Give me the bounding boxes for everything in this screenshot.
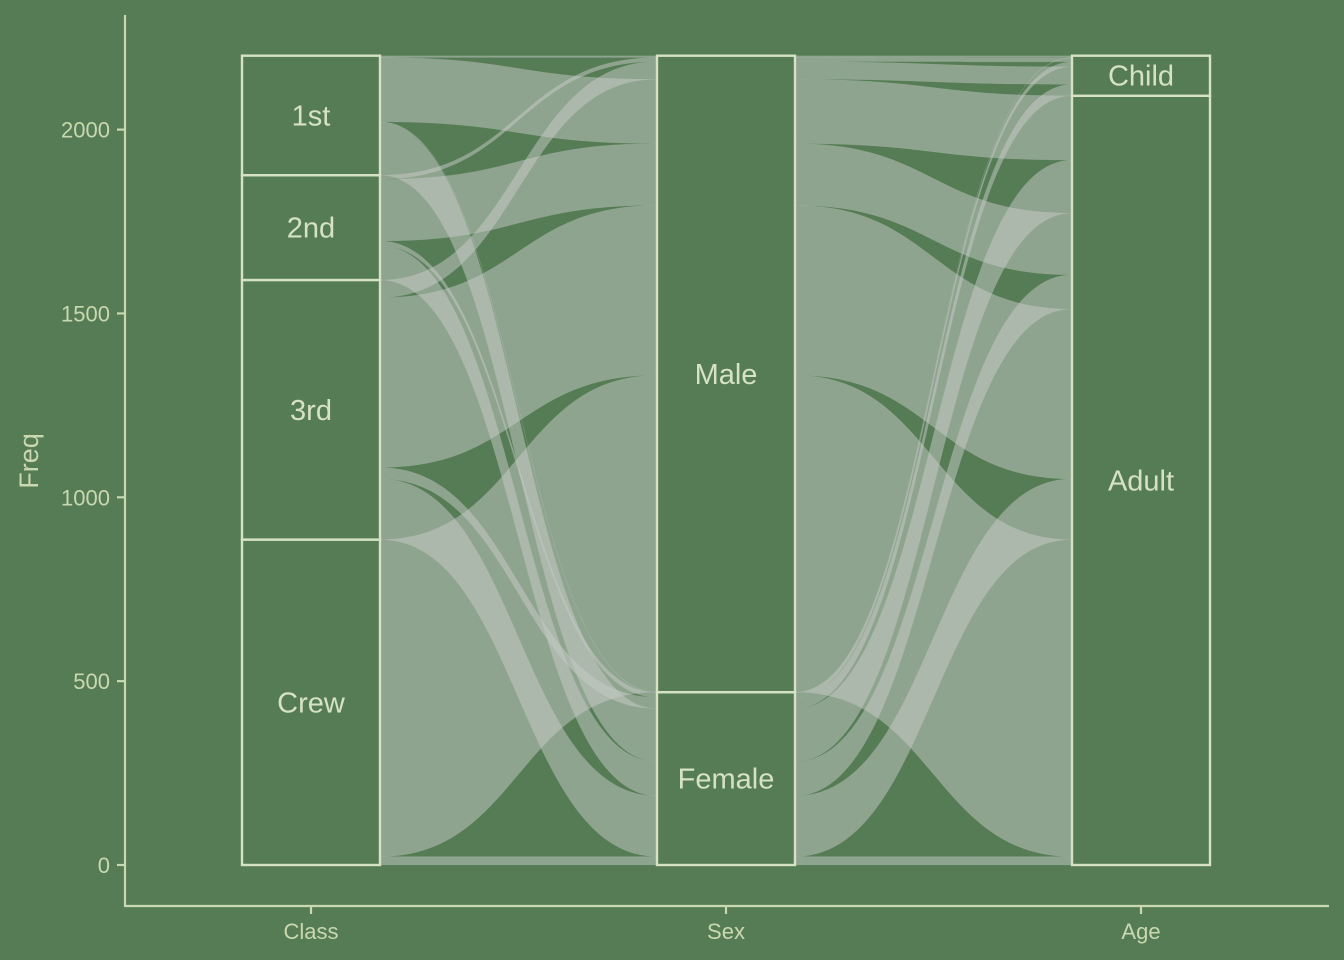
- stratum-sex-female: [655, 690, 797, 867]
- x-tick-label-class: Class: [283, 919, 338, 944]
- x-tick-label-age: Age: [1121, 919, 1160, 944]
- y-tick-label: 1000: [61, 485, 110, 510]
- stratum-label-2nd: 2nd: [287, 213, 335, 245]
- y-tick-label: 2000: [61, 118, 110, 143]
- flow-sex-age: [794, 856, 1073, 866]
- strata-layer: Crew 3rd 2nd 1st Female Male Adult Child: [240, 54, 1212, 867]
- axes-layer: Freq 0 500 1000 1500 2000 Class Sex Age: [14, 15, 1329, 944]
- stratum-sex-male: [655, 54, 797, 694]
- flow-sex-age: [794, 57, 1073, 63]
- flow-class-sex: [379, 856, 658, 866]
- stratum-class-3rd: [240, 278, 382, 541]
- y-tick-label: 0: [98, 853, 110, 878]
- x-tick-label-sex: Sex: [707, 919, 745, 944]
- y-tick-label: 1500: [61, 301, 110, 326]
- stratum-label-crew: Crew: [277, 687, 346, 719]
- flow-sex-age: [794, 55, 1073, 58]
- stratum-label-adult: Adult: [1108, 465, 1174, 497]
- stratum-class-1st: [240, 54, 382, 177]
- y-axis-title: Freq: [14, 433, 44, 489]
- stratum-label-child: Child: [1108, 61, 1174, 93]
- stratum-age-child: [1070, 54, 1212, 97]
- y-tick-label: 500: [73, 669, 110, 694]
- stratum-label-1st: 1st: [292, 100, 331, 132]
- flows-layer: [379, 55, 1073, 866]
- stratum-label-male: Male: [695, 359, 758, 391]
- stratum-label-female: Female: [678, 764, 775, 796]
- stratum-label-3rd: 3rd: [290, 395, 332, 427]
- flow-class-sex: [379, 55, 658, 58]
- stratum-age-adult: [1070, 94, 1212, 867]
- stratum-class-crew: [240, 538, 382, 867]
- stratum-class-2nd: [240, 173, 382, 282]
